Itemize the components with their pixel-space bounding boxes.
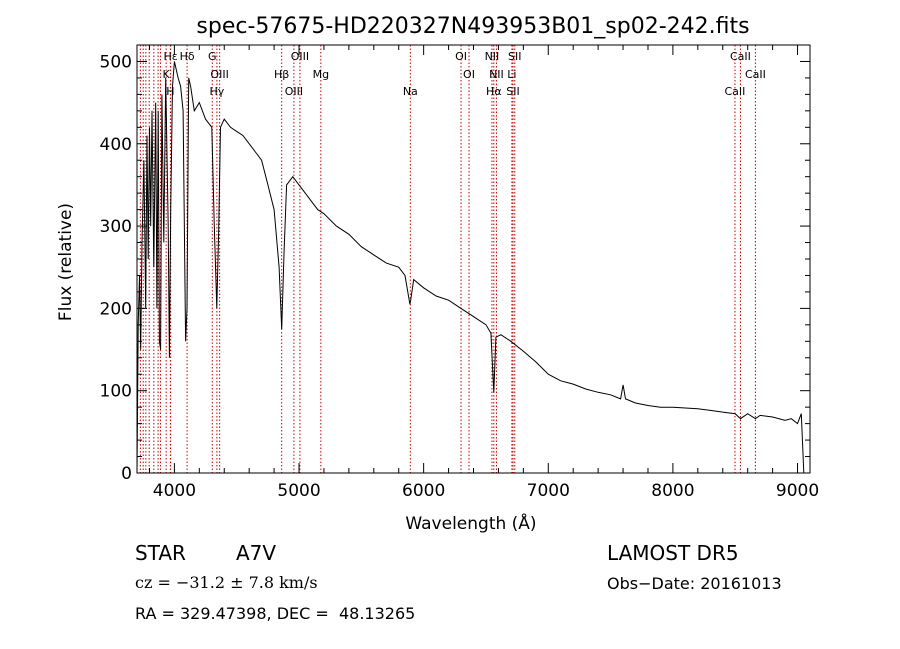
line-marker-label: OI (455, 50, 467, 63)
line-marker-label: OIII (285, 85, 303, 98)
line-marker-label: Hα (486, 85, 502, 98)
line-marker-label: Mg (313, 68, 329, 81)
line-marker-labels: HεKHHδOIIIHγGHβOIIIOIIIMgNaOIOIHαNIINIIS… (163, 50, 766, 98)
line-marker-label: Hβ (274, 68, 289, 81)
line-marker-label: CaII (730, 50, 751, 63)
line-marker-label: OIII (291, 50, 309, 63)
line-markers (139, 45, 756, 473)
class-label: STAR (135, 541, 186, 565)
x-tick-label: 6000 (402, 481, 445, 501)
spectrum-line (136, 61, 805, 474)
plot-frame (136, 44, 811, 474)
y-tick-label: 300 (100, 217, 132, 237)
x-tick-label: 9000 (776, 481, 819, 501)
line-marker-label: Hγ (209, 85, 224, 98)
line-marker-label: OI (463, 68, 475, 81)
line-marker-label: Na (403, 85, 418, 98)
y-tick-label: 500 (100, 52, 132, 72)
y-tick-label: 200 (100, 299, 132, 319)
line-marker-label: Hε (164, 50, 178, 63)
x-tick-label: 7000 (527, 481, 570, 501)
coordinates: RA = 329.47398, DEC = 48.13265 (135, 604, 416, 623)
y-tick-label: 100 (100, 382, 132, 402)
line-marker-label: NII (485, 50, 500, 63)
line-marker-label: Hδ (180, 50, 195, 63)
x-tick-label: 4000 (153, 481, 196, 501)
line-marker-label: CaII (725, 85, 746, 98)
line-marker-label: NII (489, 68, 504, 81)
survey-label: LAMOST DR5 (607, 541, 739, 565)
subclass-label: A7V (236, 541, 277, 565)
obs-date: Obs−Date: 20161013 (607, 574, 782, 593)
x-tick-label: 8000 (651, 481, 694, 501)
line-marker-label: Li (507, 68, 516, 81)
y-axis: 0 100 200 300 400 500 (100, 52, 810, 484)
line-marker-label: OIII (210, 68, 228, 81)
line-marker-label: SII (508, 50, 521, 63)
y-tick-label: 400 (100, 135, 132, 155)
x-axis: 4000 5000 6000 7000 8000 9000 (148, 45, 819, 501)
cz-value: cz = −31.2 ± 7.8 km/s (135, 573, 318, 592)
y-axis-label: Flux (relative) (56, 203, 76, 321)
line-marker-label: K (163, 68, 171, 81)
line-marker-label: CaII (745, 68, 766, 81)
x-axis-label: Wavelength (Å) (405, 512, 536, 534)
line-marker-label: SII (506, 85, 519, 98)
line-marker-label: G (208, 50, 217, 63)
y-tick-label: 0 (121, 464, 132, 484)
line-marker-label: H (166, 85, 174, 98)
x-tick-label: 5000 (277, 481, 320, 501)
chart-title: spec-57675-HD220327N493953B01_sp02-242.f… (196, 14, 749, 39)
